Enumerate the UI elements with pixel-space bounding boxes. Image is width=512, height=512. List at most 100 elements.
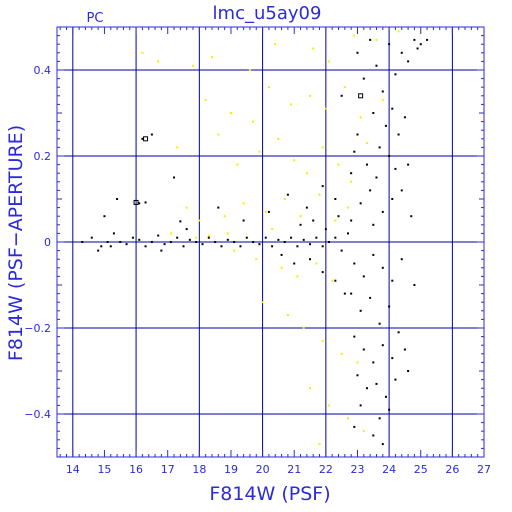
data-point-yellow <box>157 60 160 63</box>
data-point-black <box>400 189 403 192</box>
x-tick-label: 23 <box>350 463 364 476</box>
data-point-black <box>163 243 166 246</box>
data-point-black <box>391 279 394 282</box>
data-point-black <box>350 172 353 175</box>
data-point-black <box>394 73 397 76</box>
data-point-yellow <box>267 86 270 89</box>
data-point-black <box>201 243 204 246</box>
data-point-open-square <box>133 199 139 205</box>
data-point-black <box>356 374 359 377</box>
x-tick-label: 22 <box>319 463 333 476</box>
data-point-black <box>372 434 375 437</box>
data-point-black <box>188 238 191 241</box>
chart-title: lmc_u5ay09 <box>213 3 322 24</box>
data-point-black <box>233 241 236 243</box>
data-point-yellow <box>321 146 324 149</box>
data-point-black <box>353 150 356 153</box>
x-tick-label: 16 <box>129 463 143 476</box>
data-point-black <box>372 223 375 226</box>
data-point-black <box>195 241 198 243</box>
data-point-black <box>271 245 274 248</box>
data-point-black <box>305 206 308 209</box>
data-point-black <box>400 51 403 54</box>
data-point-black <box>334 236 337 239</box>
data-point-black <box>144 245 147 248</box>
data-point-black <box>384 124 387 127</box>
data-point-black <box>97 249 100 252</box>
data-point-black <box>369 296 372 299</box>
data-point-yellow <box>334 219 337 222</box>
data-point-yellow <box>252 120 255 123</box>
data-point-black <box>214 241 217 243</box>
data-point-yellow <box>312 47 315 50</box>
tick-labels: 14 15 16 17 18 19 20 21 22 23 24 25 26 27 −0.4 −0.2 0 0.2… <box>24 64 491 476</box>
data-point-black <box>309 243 312 246</box>
data-point-black <box>81 241 84 243</box>
data-point-black <box>403 348 406 351</box>
data-point-black <box>116 198 119 200</box>
data-point-black <box>375 64 378 67</box>
data-point-black <box>362 348 365 351</box>
data-point-black <box>321 245 324 248</box>
x-tick-label: 17 <box>161 463 175 476</box>
data-point-black <box>403 116 406 119</box>
data-point-yellow <box>280 266 283 269</box>
data-point-black <box>239 245 242 248</box>
data-point-yellow <box>286 314 289 317</box>
data-point-black <box>179 220 182 223</box>
data-point-yellow <box>315 262 318 265</box>
x-axis-label: F814W (PSF) <box>209 483 330 505</box>
data-point-black <box>381 266 384 269</box>
data-point-yellow <box>261 301 264 304</box>
y-tick-label: 0 <box>44 236 51 249</box>
data-point-black <box>388 43 391 46</box>
data-point-black <box>372 253 375 256</box>
data-point-yellow <box>242 202 245 205</box>
data-point-black <box>185 228 188 231</box>
data-point-black <box>426 38 429 41</box>
x-tick-label: 14 <box>66 463 80 476</box>
data-point-black <box>359 404 362 407</box>
data-point-black <box>400 258 403 261</box>
data-point-black <box>321 185 324 188</box>
data-point-yellow <box>223 215 226 218</box>
data-point-yellow <box>176 146 179 149</box>
data-point-black <box>372 112 375 114</box>
data-point-black <box>388 305 391 308</box>
data-point-black <box>334 279 337 282</box>
tick-marks <box>57 26 485 458</box>
grid-lines <box>57 27 484 457</box>
data-point-black <box>362 77 365 80</box>
data-point-black <box>296 245 299 248</box>
data-point-black <box>378 417 381 420</box>
data-point-black <box>337 215 340 218</box>
data-point-black <box>173 176 176 179</box>
data-point-black <box>321 271 324 274</box>
data-point-black <box>413 38 416 41</box>
data-point-yellow <box>359 116 362 119</box>
y-tick-label: 0.4 <box>34 64 52 77</box>
data-point-yellow <box>353 34 356 37</box>
data-point-yellow <box>299 215 302 218</box>
data-point-black <box>100 245 103 248</box>
data-point-open-square <box>358 93 364 99</box>
data-point-black <box>381 443 384 446</box>
data-point-yellow <box>271 228 274 231</box>
y-tick-label: −0.4 <box>24 408 51 421</box>
data-point-black <box>391 357 394 360</box>
data-point-yellow <box>321 339 324 342</box>
data-point-black <box>182 245 185 248</box>
data-point-black <box>343 292 346 295</box>
data-point-black <box>340 94 343 97</box>
data-point-yellow <box>337 163 340 166</box>
x-tick-label: 15 <box>97 463 111 476</box>
data-point-black <box>226 238 229 241</box>
data-point-yellow <box>346 417 349 420</box>
data-point-open-square <box>143 136 149 142</box>
x-tick-label: 24 <box>382 463 396 476</box>
data-point-yellow <box>375 38 378 41</box>
data-point-black <box>375 382 378 385</box>
data-point-black <box>150 241 153 243</box>
data-point-yellow <box>192 64 195 67</box>
x-tick-label: 26 <box>445 463 459 476</box>
